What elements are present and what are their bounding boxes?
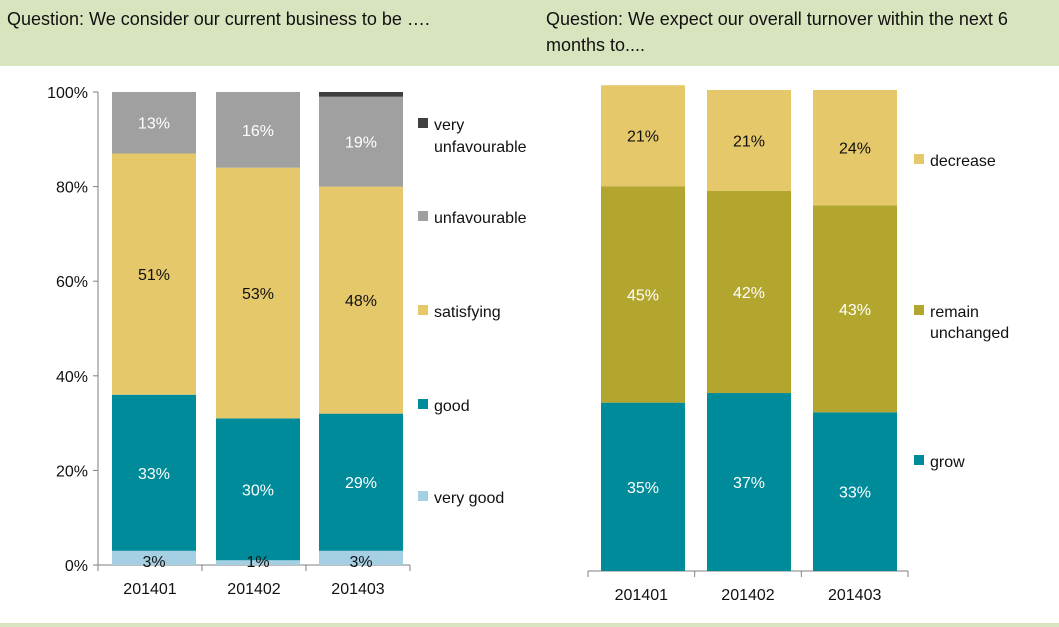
left-data-label: 3% [349,554,372,571]
left-bar-very-unfavourable-201403 [319,92,403,97]
right-data-label: 45% [627,287,659,304]
left-bar-unfavourable-201401 [112,92,196,154]
left-y-tick-label: 0% [65,558,88,575]
left-bar-satisfying-201403 [319,186,403,414]
left-category-label: 201403 [331,581,384,598]
left-y-tick-label: 80% [56,180,88,197]
right-bar-grow-201403 [813,412,897,571]
left-bar-very-good-201403 [319,550,403,565]
left-legend-swatch-satisfying [418,305,428,315]
left-data-label: 51% [138,267,170,284]
left-bar-good-201402 [216,418,300,561]
left-data-label: 29% [345,475,377,492]
right-question-title: Question: We expect our overall turnover… [546,9,1008,55]
left-bar-unfavourable-201402 [216,92,300,168]
left-bar-good-201403 [319,413,403,551]
left-bar-very-good-201402 [216,560,300,565]
right-data-label: 21% [627,129,659,146]
left-category-label: 201401 [123,581,176,598]
left-question-title: Question: We consider our current busine… [7,9,430,29]
left-legend-label-very-good: very good [434,490,504,507]
right-data-label: 33% [839,485,871,502]
left-data-label: 53% [242,286,274,303]
left-bar-satisfying-201402 [216,167,300,419]
left-bar-very-good-201401 [112,550,196,565]
right-data-label: 37% [733,475,765,492]
left-bar-good-201401 [112,394,196,551]
left-legend-swatch-good [418,399,428,409]
right-legend-label-decrease: decrease [930,153,996,170]
left-data-label: 3% [142,554,165,571]
right-category-label: 201403 [828,587,881,604]
left-legend-swatch-unfavourable [418,211,428,221]
right-data-label: 21% [733,134,765,151]
left-data-label: 33% [138,466,170,483]
left-data-label: 16% [242,123,274,140]
left-y-tick-label: 100% [47,85,88,102]
right-data-label: 35% [627,480,659,497]
right-bar-decrease-201401 [601,85,685,187]
right-bar-grow-201402 [707,393,791,571]
right-legend-swatch-remain-unchanged [914,305,924,315]
left-bar-satisfying-201401 [112,153,196,395]
left-legend-label-unfavourable: unfavourable [434,210,527,227]
left-legend-swatch-very-unfavourable [418,118,428,128]
right-data-label: 24% [839,141,871,158]
header-band [0,0,1059,66]
right-bar-remain-unchanged-201402 [707,191,791,394]
left-y-tick-label: 40% [56,369,88,386]
left-legend-label-very-unfavourable: very unfavourable [434,117,527,156]
right-legend-swatch-grow [914,455,924,465]
left-category-label: 201402 [227,581,280,598]
left-data-label: 1% [246,554,269,571]
left-data-label: 30% [242,482,274,499]
right-data-label: 43% [839,302,871,319]
left-legend-label-good: good [434,398,470,415]
right-legend-swatch-decrease [914,154,924,164]
left-data-label: 48% [345,293,377,310]
right-bar-remain-unchanged-201401 [601,186,685,403]
right-data-label: 42% [733,285,765,302]
right-legend-label-remain-unchanged: remain unchanged [930,304,1009,342]
right-category-label: 201402 [721,587,774,604]
left-legend-label-satisfying: satisfying [434,304,501,321]
bottom-rule [0,623,1059,627]
right-bar-grow-201401 [601,402,685,571]
left-data-label: 13% [138,116,170,133]
right-legend-label-grow: grow [930,454,965,471]
left-bar-unfavourable-201403 [319,96,403,187]
right-bar-remain-unchanged-201403 [813,205,897,413]
left-legend-swatch-very-good [418,491,428,501]
left-y-tick-label: 20% [56,463,88,480]
left-y-tick-label: 60% [56,274,88,291]
right-bar-decrease-201403 [813,90,897,206]
right-bar-decrease-201402 [707,90,791,192]
right-category-label: 201401 [615,587,668,604]
left-data-label: 19% [345,135,377,152]
